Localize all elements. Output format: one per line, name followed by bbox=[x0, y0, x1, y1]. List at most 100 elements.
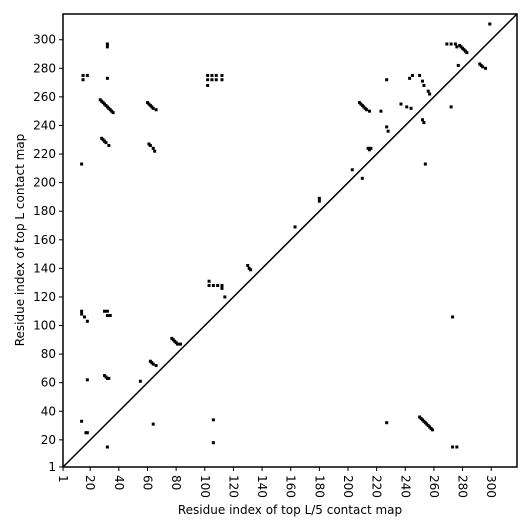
contact-point bbox=[81, 78, 85, 82]
contact-point bbox=[105, 76, 109, 80]
contact-point bbox=[385, 421, 389, 425]
x-tick-label: 220 bbox=[370, 475, 384, 498]
x-tick-label: 240 bbox=[398, 475, 412, 498]
contact-point bbox=[369, 146, 373, 150]
contact-point bbox=[385, 78, 389, 82]
contact-point bbox=[453, 42, 457, 46]
contact-point bbox=[431, 428, 435, 432]
contact-point bbox=[154, 108, 158, 112]
contact-point bbox=[151, 362, 155, 366]
x-tick-label: 60 bbox=[140, 475, 154, 490]
y-tick-label: 260 bbox=[33, 90, 56, 104]
x-tick-label: 40 bbox=[112, 475, 126, 490]
x-tick-label: 200 bbox=[341, 475, 355, 498]
contact-point bbox=[386, 129, 390, 133]
contact-point bbox=[483, 66, 487, 70]
y-tick-label: 220 bbox=[33, 147, 56, 161]
contact-point bbox=[488, 22, 492, 26]
contact-point bbox=[85, 73, 89, 77]
x-tick-label: 180 bbox=[312, 475, 326, 498]
y-tick-label: 280 bbox=[33, 61, 56, 75]
contact-point bbox=[409, 106, 413, 110]
contact-point bbox=[214, 78, 218, 82]
x-tick-label: 160 bbox=[284, 475, 298, 498]
x-tick-label: 280 bbox=[456, 475, 470, 498]
contact-point bbox=[367, 109, 371, 113]
contact-point bbox=[80, 419, 84, 423]
contact-point bbox=[80, 162, 84, 166]
contact-point bbox=[107, 143, 111, 147]
contact-point bbox=[85, 378, 89, 382]
x-tick-label: 140 bbox=[255, 475, 269, 498]
x-tick-label: 20 bbox=[83, 475, 97, 490]
contact-point bbox=[220, 78, 224, 82]
y-tick-label: 20 bbox=[41, 433, 56, 447]
contact-point bbox=[105, 445, 109, 449]
y-tick-label: 180 bbox=[33, 204, 56, 218]
contact-point bbox=[85, 319, 89, 323]
contact-point bbox=[410, 73, 414, 77]
y-tick-label: 160 bbox=[33, 233, 56, 247]
contact-point bbox=[82, 315, 86, 319]
contact-point bbox=[206, 83, 210, 87]
contact-point bbox=[360, 176, 364, 180]
contact-point bbox=[455, 445, 459, 449]
contact-point bbox=[449, 42, 453, 46]
contact-point bbox=[151, 422, 155, 426]
diagonal bbox=[62, 13, 518, 468]
contact-point bbox=[207, 279, 211, 283]
contact-point bbox=[418, 73, 422, 77]
contact-point bbox=[211, 441, 215, 445]
contact-point bbox=[80, 309, 84, 313]
contact-point bbox=[408, 76, 412, 80]
contact-point bbox=[428, 92, 432, 96]
y-tick-label: 240 bbox=[33, 118, 56, 132]
contact-point bbox=[210, 78, 214, 82]
contact-point bbox=[481, 65, 485, 69]
contact-point bbox=[105, 45, 109, 49]
contact-point bbox=[107, 376, 111, 380]
contact-point bbox=[317, 199, 321, 203]
contact-point bbox=[350, 168, 354, 172]
x-tick-label: 300 bbox=[484, 475, 498, 498]
contact-point bbox=[207, 284, 211, 288]
contact-point bbox=[385, 125, 389, 129]
y-tick-label: 100 bbox=[33, 319, 56, 333]
contact-point bbox=[249, 268, 253, 272]
contact-point bbox=[293, 225, 297, 229]
contact-point bbox=[105, 314, 109, 318]
y-tick-label: 60 bbox=[41, 376, 56, 390]
contact-point bbox=[151, 106, 155, 110]
contact-point bbox=[456, 63, 460, 67]
y-tick-label: 200 bbox=[33, 176, 56, 190]
contact-point bbox=[445, 42, 449, 46]
contact-point bbox=[220, 284, 224, 288]
contact-point bbox=[422, 121, 426, 125]
contact-point bbox=[176, 342, 180, 346]
contact-point bbox=[220, 286, 224, 290]
contact-point bbox=[465, 51, 469, 55]
contact-point bbox=[422, 83, 426, 87]
contact-point bbox=[206, 73, 210, 77]
contact-point bbox=[108, 314, 112, 318]
contact-point bbox=[246, 264, 250, 268]
contact-point bbox=[365, 108, 369, 112]
contact-point bbox=[426, 89, 430, 93]
contact-point bbox=[214, 73, 218, 77]
y-tick-label: 140 bbox=[33, 261, 56, 275]
contact-point bbox=[420, 118, 424, 122]
contact-point bbox=[210, 73, 214, 77]
contact-point bbox=[151, 146, 155, 150]
contact-point bbox=[138, 379, 142, 383]
contact-point bbox=[104, 141, 108, 145]
x-tick-label: 1 bbox=[56, 475, 70, 483]
contact-point bbox=[317, 196, 321, 200]
contact-point bbox=[379, 109, 383, 113]
contact-point bbox=[451, 445, 455, 449]
contact-point bbox=[420, 79, 424, 83]
contact-point bbox=[154, 364, 158, 368]
x-axis-label: Residue index of top L/5 contact map bbox=[178, 503, 402, 517]
x-tick-label: 260 bbox=[427, 475, 441, 498]
x-tick-label: 80 bbox=[169, 475, 183, 490]
